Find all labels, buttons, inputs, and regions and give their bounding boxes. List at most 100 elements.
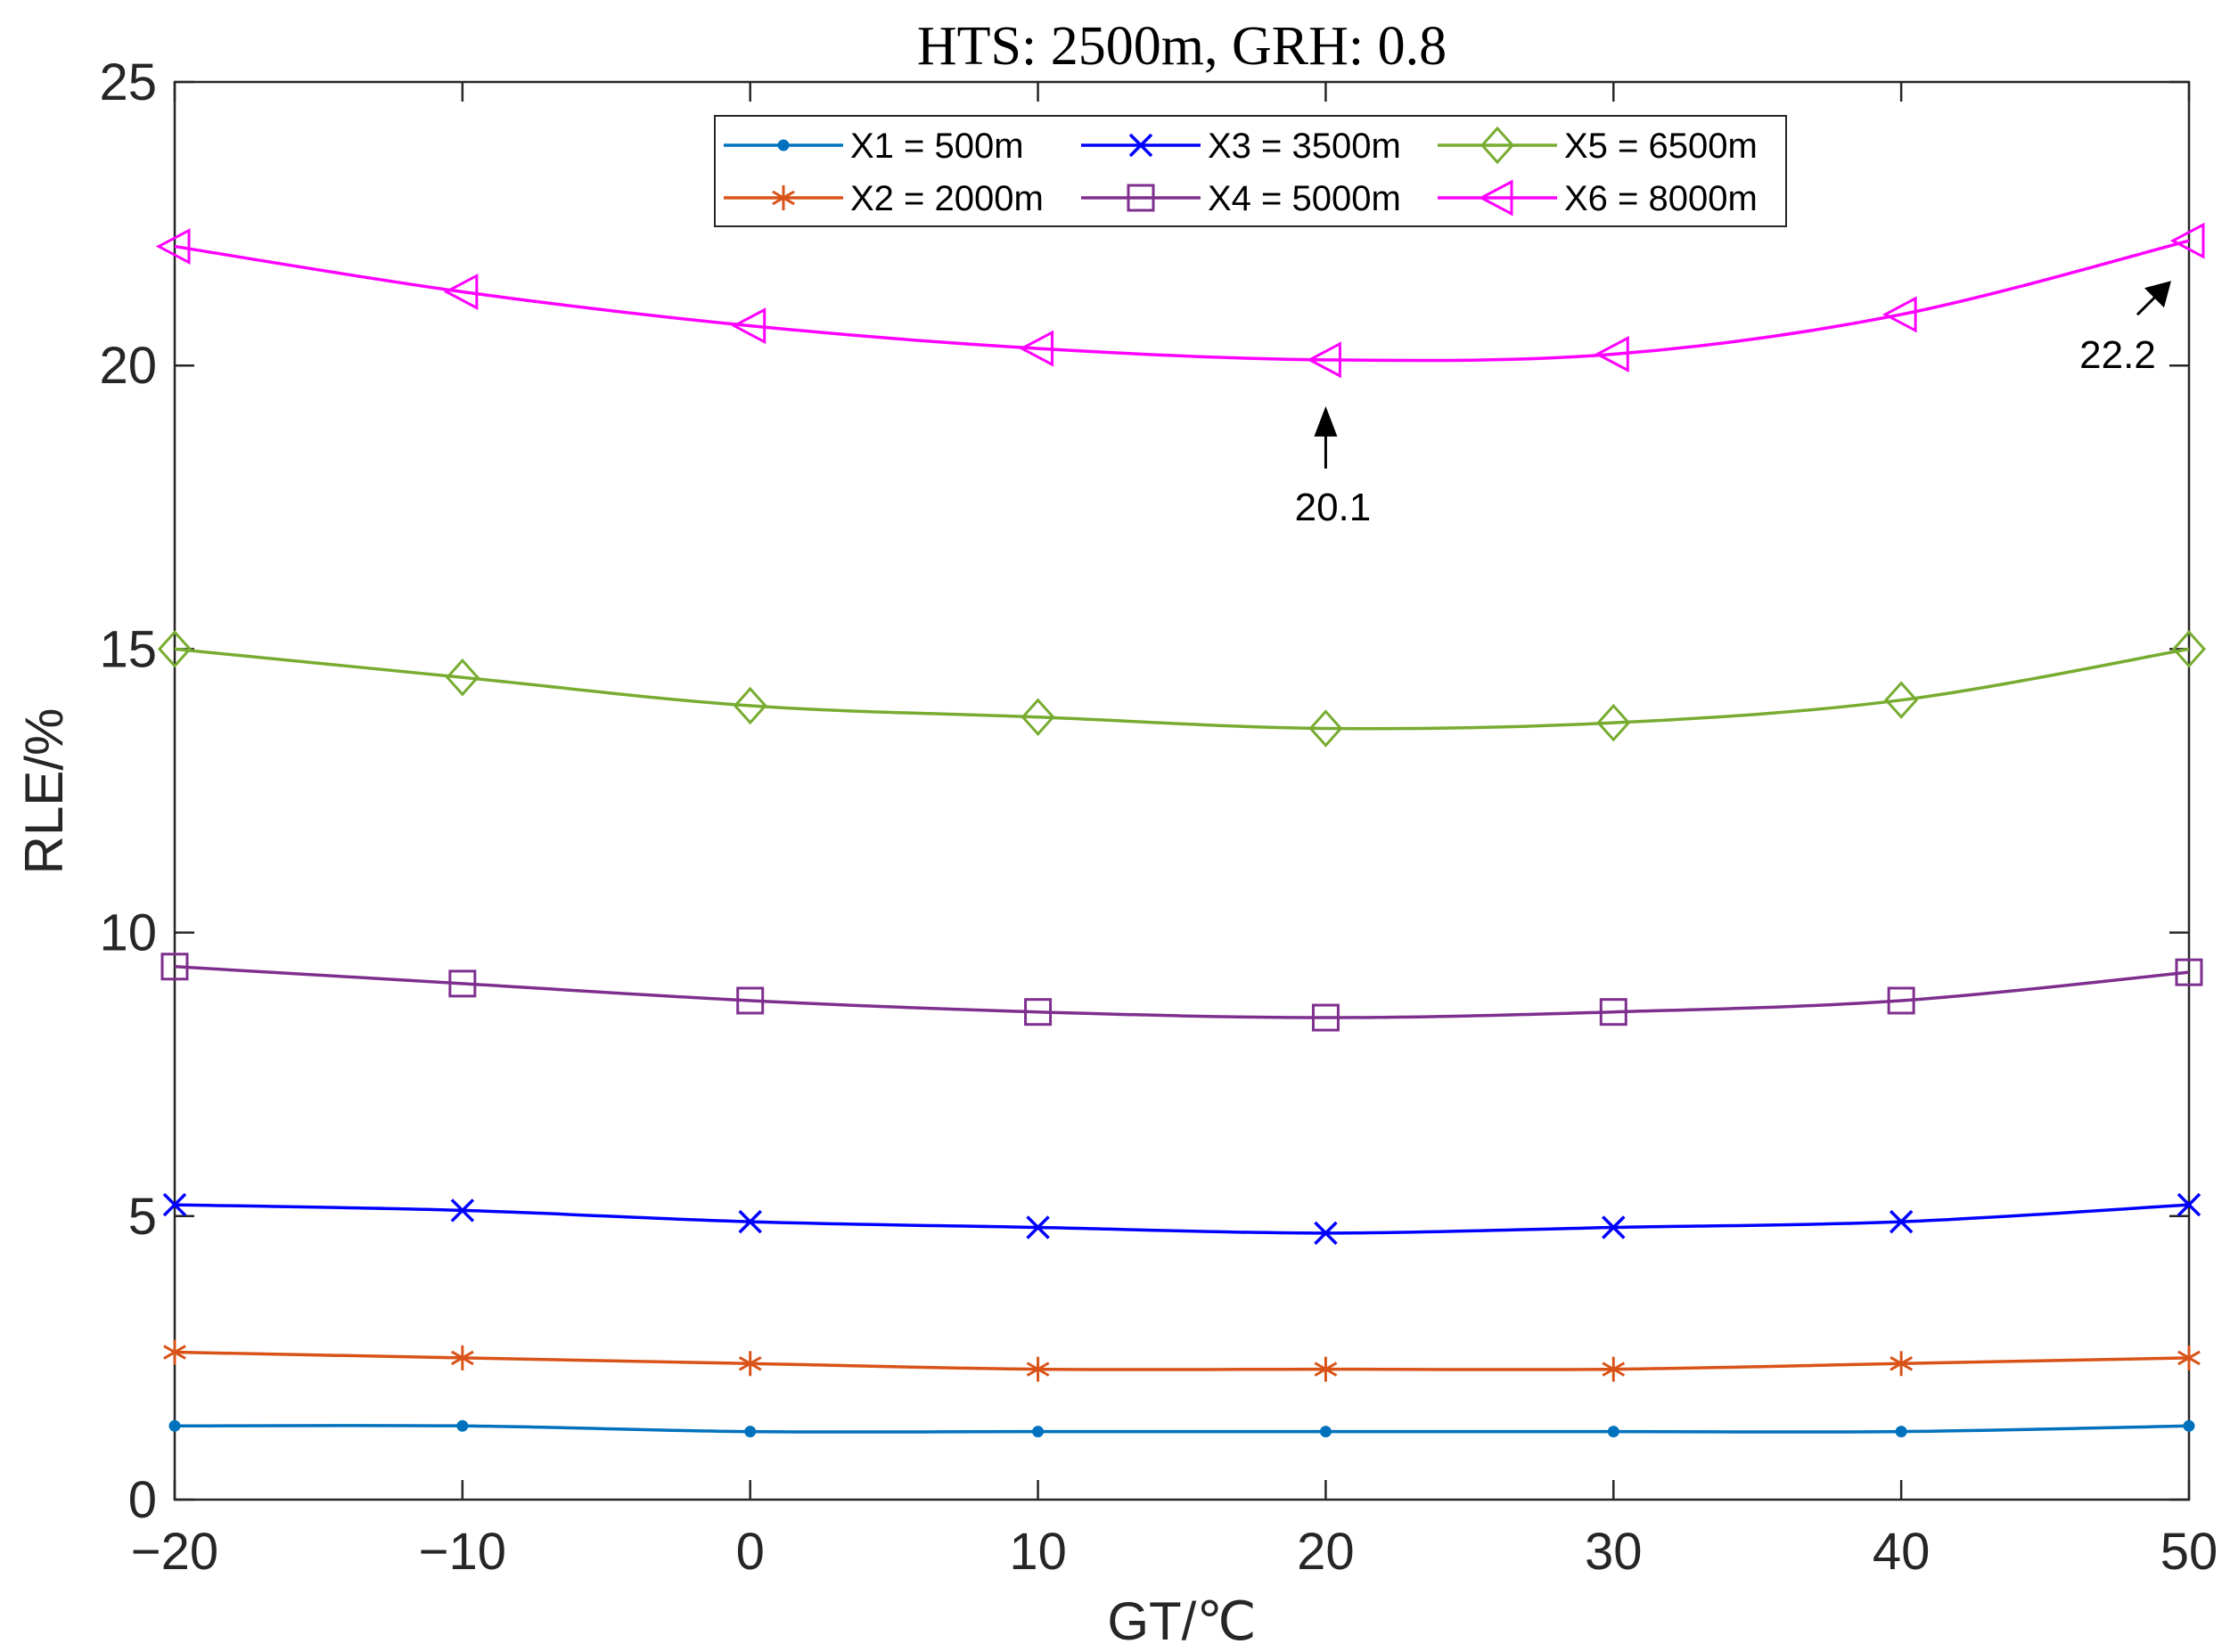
data-point [1889,1209,1914,1234]
data-point [738,1351,762,1377]
data-point [168,1419,181,1432]
y-tick-labels: 0 5 10 15 20 25 [99,53,157,1529]
data-point [1026,1356,1050,1382]
series-layer [155,222,2207,1438]
data-point [1884,681,1919,719]
data-point [1895,1426,1907,1438]
data-point [2171,630,2207,668]
data-point [1307,341,1341,379]
legend-box [714,115,1787,227]
y-axis-label: RLE/% [14,708,74,875]
annotation-arrowhead [1314,405,1338,437]
x-tick-label: 50 [2160,1523,2218,1581]
series-line [174,1424,2190,1434]
legend-item: X4 = 5000m [1081,179,1401,218]
data-point [1602,1215,1626,1239]
series-line [174,1350,2190,1371]
data-point [2177,1192,2201,1217]
x-tick-label: 20 [1297,1523,1355,1581]
x-tick-label: −10 [419,1523,506,1581]
legend-marker [1478,179,1513,217]
legend-marker [777,139,790,151]
data-point [456,1419,469,1432]
annotation: 22.2 [2079,281,2171,377]
legend-label: X4 = 5000m [1208,179,1401,218]
legend-item: X2 = 2000m [724,179,1044,218]
data-point [1602,1356,1626,1382]
legend-item: X5 = 6500m [1438,126,1758,166]
annotation-layer: 20.1 22.2 [1295,281,2171,529]
x-tick-label: −20 [131,1523,218,1581]
y-tick-label: 5 [128,1188,157,1246]
data-point [733,686,767,725]
data-point [1019,330,1054,367]
legend-marker [1128,133,1153,158]
x-tick-label: 0 [736,1523,765,1581]
data-point [448,969,477,998]
data-point [445,658,480,697]
annotation-label: 20.1 [1295,486,1372,529]
legend: X1 = 500m X2 = 2000m X3 = 3500m X4 = 5000m X… [714,115,1787,227]
data-point [1311,1003,1340,1032]
data-point [155,228,191,266]
data-point [1314,1221,1338,1246]
data-point [1319,1426,1332,1438]
legend-label: X2 = 2000m [850,179,1044,218]
legend-label: X6 = 8000m [1564,179,1758,218]
data-point [1308,709,1343,748]
x-tick-labels: −20 −10 0 10 20 30 40 50 [131,1523,2218,1581]
data-point [1026,1215,1050,1239]
data-point [744,1426,757,1438]
y-tick-label: 20 [99,337,157,395]
legend-marker [1480,126,1515,165]
data-point [1021,698,1055,737]
data-point [1596,703,1631,742]
y-tick-label: 0 [128,1471,157,1529]
y-tick-label: 25 [99,53,157,111]
legend-label: X3 = 3500m [1208,127,1401,166]
data-point [736,986,765,1015]
data-point [731,307,766,345]
data-point [2169,222,2205,259]
legend-marker [772,185,795,210]
legend-item: X1 = 500m [724,127,1024,166]
data-point [450,1345,474,1370]
series-4 [160,953,2203,1032]
legend-label: X5 = 6500m [1564,127,1758,166]
series-line [174,239,2190,363]
data-point [160,953,189,981]
x-tick-label: 10 [1009,1523,1067,1581]
data-point [443,273,479,310]
legend-item: X6 = 8000m [1438,179,1758,218]
series-2 [163,1339,2201,1382]
series-line [174,965,2190,1019]
series-1 [168,1419,2195,1438]
data-point [1599,998,1627,1026]
series-line [174,1203,2190,1235]
data-point [1890,1351,1914,1377]
legend-label: X1 = 500m [850,127,1024,166]
annotation: 20.1 [1295,405,1372,529]
x-axis-label: GT/℃ [1107,1591,1256,1651]
data-point [2183,1419,2195,1432]
series-line [174,647,2190,731]
data-point [1594,335,1629,372]
data-point [1314,1356,1338,1382]
series-5 [157,630,2207,748]
legend-marker [1127,184,1155,212]
data-point [1881,296,1917,333]
series-6 [155,222,2205,379]
x-tick-label: 40 [1873,1523,1931,1581]
legend-item: X3 = 3500m [1081,127,1401,166]
y-tick-label: 10 [99,904,157,962]
data-point [1024,998,1053,1026]
series-3 [162,1192,2201,1246]
data-point [2175,958,2203,986]
data-point [1887,986,1915,1015]
data-point [162,1192,187,1217]
annotation-label: 22.2 [2079,333,2156,377]
data-point [450,1198,475,1223]
data-point [163,1339,186,1365]
annotation-arrowhead [2144,281,2171,308]
